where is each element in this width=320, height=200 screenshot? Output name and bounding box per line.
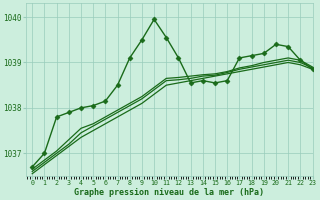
X-axis label: Graphe pression niveau de la mer (hPa): Graphe pression niveau de la mer (hPa) <box>74 188 264 197</box>
